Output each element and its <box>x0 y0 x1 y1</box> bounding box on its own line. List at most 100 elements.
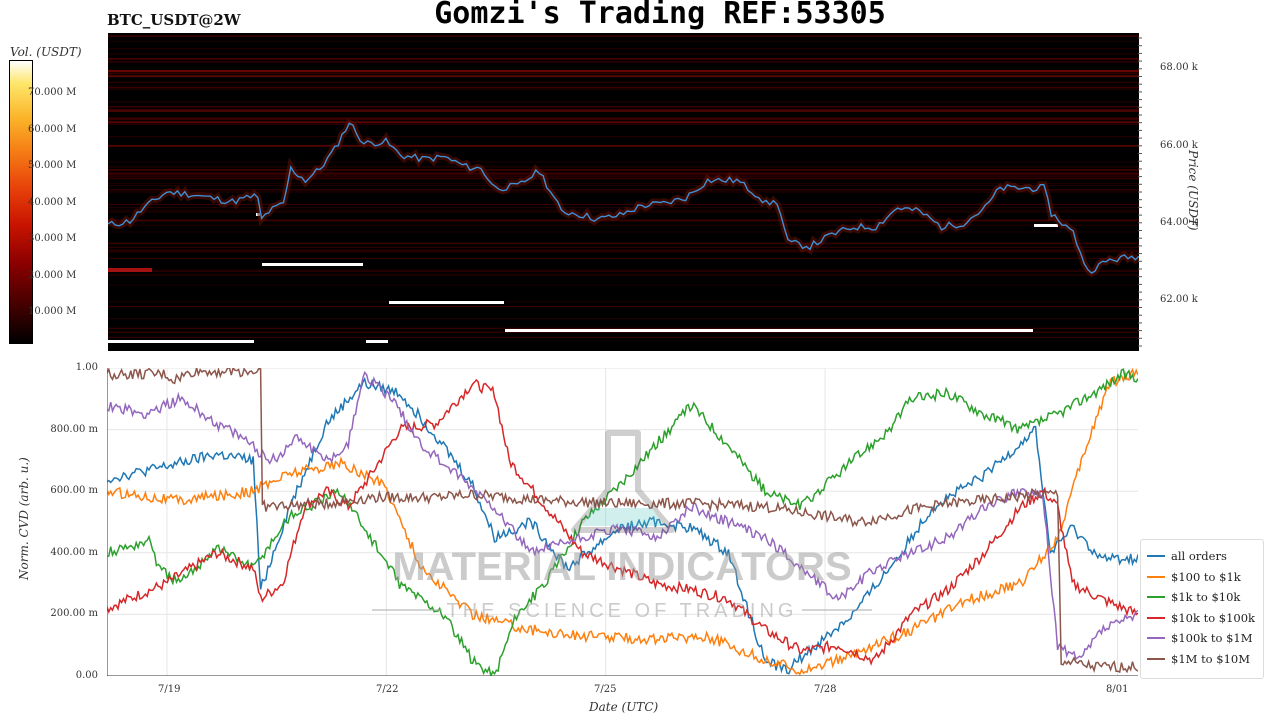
colorbar-tick: 30.000 M <box>28 233 77 244</box>
liquidity-band <box>108 219 1139 221</box>
legend-label: $1k to $10k <box>1171 590 1241 604</box>
order-wall <box>389 301 504 304</box>
legend-swatch <box>1147 555 1165 557</box>
colorbar-tick: 60.000 M <box>28 124 77 135</box>
liquidity-band <box>108 269 1139 271</box>
cvd-tick: 600.00 m <box>50 485 98 496</box>
cvd-tick: 0.00 <box>75 670 98 681</box>
liquidity-band <box>108 336 1139 338</box>
colorbar-tick: 70.000 M <box>28 87 77 98</box>
liquidity-band <box>108 172 1139 174</box>
liquidity-band <box>108 274 1139 276</box>
liquidity-band <box>108 161 1139 163</box>
liquidity-band <box>108 135 1139 138</box>
legend-item: $10k to $100k <box>1147 608 1255 628</box>
legend-label: $100k to $1M <box>1171 631 1253 645</box>
liquidity-band <box>108 251 1139 253</box>
liquidity-band <box>108 268 152 272</box>
colorbar-tick: 40.000 M <box>28 197 77 208</box>
legend-item: $1M to $10M <box>1147 649 1250 669</box>
x-tick: 7/19 <box>158 684 181 695</box>
liquidity-band <box>108 58 1139 60</box>
watermark-line1: MATERIAL INDICATORS <box>392 545 851 589</box>
liquidity-band <box>108 121 1139 123</box>
liquidity-band <box>108 59 1139 61</box>
liquidity-band <box>108 178 1139 180</box>
liquidity-band <box>108 106 1139 108</box>
liquidity-band <box>108 220 1139 222</box>
cvd-plot <box>106 365 1139 679</box>
liquidity-band <box>108 61 1139 63</box>
liquidity-band <box>108 246 1139 248</box>
order-wall <box>262 263 363 266</box>
liquidity-band <box>108 174 1139 176</box>
liquidity-band <box>108 270 1139 272</box>
liquidity-band <box>108 301 1139 303</box>
liquidity-band <box>108 173 1139 176</box>
cvd-series-4 <box>106 371 1139 661</box>
liquidity-band <box>108 231 1139 233</box>
cvd-tick: 1.00 <box>75 362 98 373</box>
liquidity-band <box>108 40 1139 42</box>
legend-label: all orders <box>1171 549 1227 563</box>
liquidity-band <box>108 35 1139 37</box>
colorbar-label: Vol. (USDT) <box>10 45 82 59</box>
liquidity-band <box>108 169 1139 171</box>
liquidity-band <box>108 176 1139 178</box>
liquidity-band <box>108 318 1139 320</box>
liquidity-band <box>108 89 1139 91</box>
liquidity-band <box>108 327 1139 329</box>
colorbar-tick: 20.000 M <box>28 270 77 281</box>
price-line <box>108 122 1139 274</box>
liquidity-band <box>108 190 1139 192</box>
symbol-label: BTC_USDT@2W <box>107 11 241 29</box>
legend-label: $1M to $10M <box>1171 652 1250 666</box>
cvd-svg <box>106 365 1139 679</box>
liquidity-band <box>108 123 1139 125</box>
liquidity-band <box>108 145 1139 147</box>
liquidity-band <box>108 246 1139 248</box>
liquidity-band <box>108 189 1139 191</box>
legend-swatch <box>1147 658 1165 660</box>
liquidity-band <box>108 331 1139 333</box>
legend-item: $100 to $1k <box>1147 567 1241 587</box>
liquidity-band <box>108 219 1139 221</box>
liquidity-band <box>108 203 1139 205</box>
liquidity-band <box>108 75 1139 77</box>
x-tick: 7/25 <box>594 684 617 695</box>
legend-item: $1k to $10k <box>1147 587 1240 607</box>
price-tick-marks <box>1138 37 1142 347</box>
cvd-series-5 <box>106 365 1139 674</box>
liquidity-band <box>108 243 1139 245</box>
liquidity-band <box>108 284 1139 286</box>
order-wall <box>108 340 254 343</box>
price-axis-label: Price (USDT) <box>1186 150 1200 231</box>
liquidity-band <box>108 85 1139 87</box>
legend-item: $100k to $1M <box>1147 628 1253 648</box>
order-wall <box>505 329 1033 332</box>
liquidity-band <box>108 106 1139 108</box>
price-tick: 68.00 k <box>1160 62 1198 73</box>
legend-label: $10k to $100k <box>1171 611 1256 625</box>
liquidity-band <box>108 35 1139 37</box>
legend-swatch <box>1147 637 1165 639</box>
x-tick: 7/22 <box>376 684 399 695</box>
order-wall <box>1034 224 1058 227</box>
liquidity-band <box>108 70 1139 72</box>
cvd-series-1 <box>106 367 1139 676</box>
liquidity-band <box>108 87 1139 89</box>
liquidity-band <box>108 110 1139 112</box>
liquidity-band <box>108 58 1139 60</box>
watermark-line2: THE SCIENCE OF TRADING <box>447 600 798 620</box>
orderbook-heatmap <box>108 33 1139 351</box>
cvd-tick: 400.00 m <box>50 547 98 558</box>
price-tick: 62.00 k <box>1160 294 1198 305</box>
liquidity-band <box>108 144 1139 146</box>
liquidity-band <box>108 185 1139 187</box>
cvd-tick: 200.00 m <box>50 608 98 619</box>
liquidity-band <box>108 249 1139 251</box>
liquidity-band <box>108 86 1139 88</box>
order-wall <box>366 340 388 343</box>
liquidity-band <box>108 166 1139 168</box>
liquidity-band <box>108 81 1139 83</box>
